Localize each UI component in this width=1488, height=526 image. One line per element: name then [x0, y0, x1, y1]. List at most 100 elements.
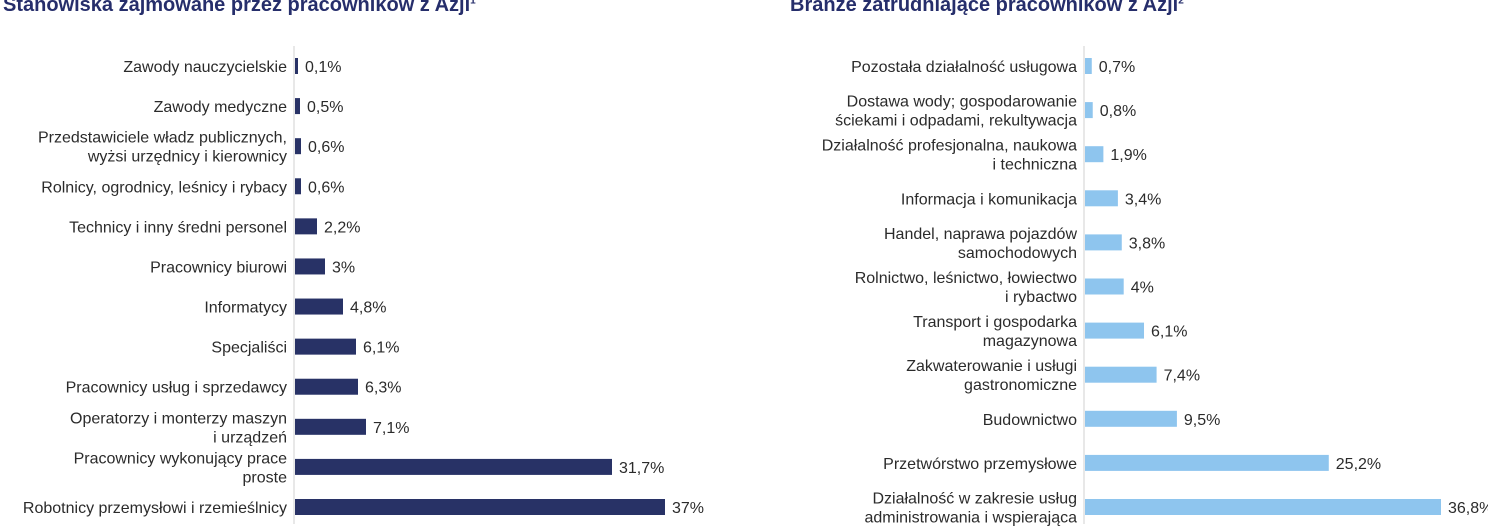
bar: [295, 418, 366, 435]
bar-value-label: 6,1%: [363, 340, 399, 357]
bar: [295, 178, 301, 195]
category-label-line: Transport i gospodarka: [913, 314, 1077, 331]
category-label-line: samochodowych: [958, 245, 1077, 262]
category-label-line: administrowania i wspierająca: [864, 510, 1077, 526]
category-label-line: Technicy i inny średni personel: [69, 219, 287, 236]
bar: [1085, 190, 1118, 207]
category-label-line: Rolnictwo, leśnictwo, łowiectwo: [855, 270, 1077, 287]
category-label: Dostawa wody; gospodarowanie ściekami i o…: [835, 94, 1077, 130]
category-label-line: magazynowa: [983, 333, 1077, 350]
bar-value-label: 0,7%: [1099, 59, 1135, 76]
bar-value-label: 0,8%: [1100, 103, 1136, 120]
bar: [295, 378, 358, 395]
category-label-line: Specjaliści: [211, 340, 287, 357]
category-label: Pracownicy wykonujący prace proste: [74, 450, 288, 486]
category-label-line: Przetwórstwo przemysłowe: [883, 456, 1077, 473]
category-label-line: Informacja i komunikacja: [901, 191, 1077, 208]
bar: [1085, 454, 1329, 471]
bar: [1085, 278, 1124, 295]
bar: [1085, 102, 1093, 119]
chart-industries-right: 0,7% Pozostała działalność usługowa 0,8% Do…: [822, 46, 1488, 526]
category-label-line: Rolnicy, ogrodnicy, leśnicy i rybacy: [41, 179, 287, 196]
bar-value-label: 1,9%: [1110, 147, 1146, 164]
category-label-line: Handel, naprawa pojazdów: [884, 226, 1077, 243]
bar-value-label: 36,8%: [1448, 500, 1488, 517]
category-label: Rolnicy, ogrodnicy, leśnicy i rybacy: [41, 179, 287, 196]
bar: [295, 338, 356, 355]
bar-value-label: 2,2%: [324, 219, 360, 236]
category-label-line: ściekami i odpadami, rekultywacja: [835, 113, 1077, 130]
bar: [295, 499, 665, 515]
category-label-line: Działalność profesjonalna, naukowa: [822, 138, 1077, 155]
bar-value-label: 3%: [332, 259, 355, 276]
category-label-line: wyżsi urzędnicy i kierownicy: [87, 149, 287, 166]
category-label-line: Zakwaterowanie i usługi: [906, 358, 1077, 375]
bar: [1085, 366, 1157, 383]
category-label-line: Zawody medyczne: [154, 99, 287, 116]
category-label: Informacja i komunikacja: [901, 191, 1077, 208]
bar-value-label: 37%: [672, 500, 704, 517]
chart-title-left: Stanowiska zajmowane przez pracowników z…: [3, 0, 476, 16]
chart-positions-left: 0,1% Zawody nauczycielskie 0,5% Zawody medy…: [23, 46, 704, 524]
category-label-line: i techniczna: [993, 157, 1078, 174]
category-label: Działalność profesjonalna, naukowa i tech…: [822, 138, 1077, 174]
bar-value-label: 7,1%: [373, 420, 409, 437]
bar-value-label: 0,5%: [307, 99, 343, 116]
bar: [1085, 58, 1092, 74]
category-label-line: gastronomiczne: [964, 377, 1077, 394]
category-label: Zakwaterowanie i usługi gastronomiczne: [906, 358, 1077, 394]
bar-value-label: 0,1%: [305, 59, 341, 76]
category-label: Informatycy: [204, 300, 287, 317]
category-label: Technicy i inny średni personel: [69, 219, 287, 236]
category-label: Robotnicy przemysłowi i rzemieślnicy: [23, 500, 287, 517]
category-label: Przetwórstwo przemysłowe: [883, 456, 1077, 473]
bar-value-label: 6,3%: [365, 380, 401, 397]
category-label: Handel, naprawa pojazdów samochodowych: [884, 226, 1077, 262]
category-label: Operatorzy i monterzy maszyn i urządzeń: [70, 410, 287, 446]
bar-value-label: 9,5%: [1184, 412, 1220, 429]
category-label: Przedstawiciele władz publicznych, wyżsi …: [38, 130, 287, 166]
bar: [1085, 234, 1122, 251]
bar-value-label: 25,2%: [1336, 456, 1381, 473]
category-label: Pozostała działalność usługowa: [851, 59, 1077, 76]
bar-value-label: 6,1%: [1151, 324, 1187, 341]
category-label-line: Informatycy: [204, 300, 287, 317]
bar: [1085, 499, 1441, 515]
category-label: Pracownicy biurowi: [150, 259, 287, 276]
category-label-line: proste: [243, 469, 288, 486]
category-label-line: Budownictwo: [983, 412, 1077, 429]
bar-value-label: 0,6%: [308, 139, 344, 156]
bar: [295, 218, 317, 235]
bar: [1085, 322, 1145, 339]
bar-value-label: 3,8%: [1129, 235, 1165, 252]
category-label: Pracownicy usług i sprzedawcy: [66, 380, 287, 397]
category-label-line: Przedstawiciele władz publicznych,: [38, 130, 287, 147]
category-label-line: i rybactwo: [1005, 289, 1077, 306]
bar: [295, 98, 300, 115]
category-label-line: i urządzeń: [213, 429, 287, 446]
bar: [1085, 146, 1104, 163]
category-label-line: Działalność w zakresie usług: [872, 491, 1077, 508]
bar-value-label: 4%: [1131, 280, 1154, 297]
bar-value-label: 7,4%: [1164, 368, 1200, 385]
category-label: Zawody medyczne: [154, 99, 287, 116]
category-label-line: Pozostała działalność usługowa: [851, 59, 1077, 76]
bar: [295, 138, 301, 155]
bar-value-label: 3,4%: [1125, 191, 1161, 208]
bar: [295, 298, 343, 315]
category-label-line: Pracownicy usług i sprzedawcy: [66, 380, 287, 397]
category-label: Działalność w zakresie usług administrowa…: [864, 491, 1077, 526]
category-label: Transport i gospodarka magazynowa: [913, 314, 1077, 350]
category-label: Zawody nauczycielskie: [123, 59, 287, 76]
category-label-line: Dostawa wody; gospodarowanie: [847, 94, 1077, 111]
bar: [295, 58, 298, 74]
bar-value-label: 4,8%: [350, 300, 386, 317]
category-label: Budownictwo: [983, 412, 1077, 429]
category-label-line: Pracownicy biurowi: [150, 259, 287, 276]
bar-value-label: 0,6%: [308, 179, 344, 196]
category-label-line: Zawody nauczycielskie: [123, 59, 287, 76]
category-label: Specjaliści: [211, 340, 287, 357]
category-label: Rolnictwo, leśnictwo, łowiectwo i rybactw…: [855, 270, 1077, 306]
category-label-line: Operatorzy i monterzy maszyn: [70, 410, 287, 427]
category-label-line: Pracownicy wykonujący prace: [74, 450, 288, 467]
